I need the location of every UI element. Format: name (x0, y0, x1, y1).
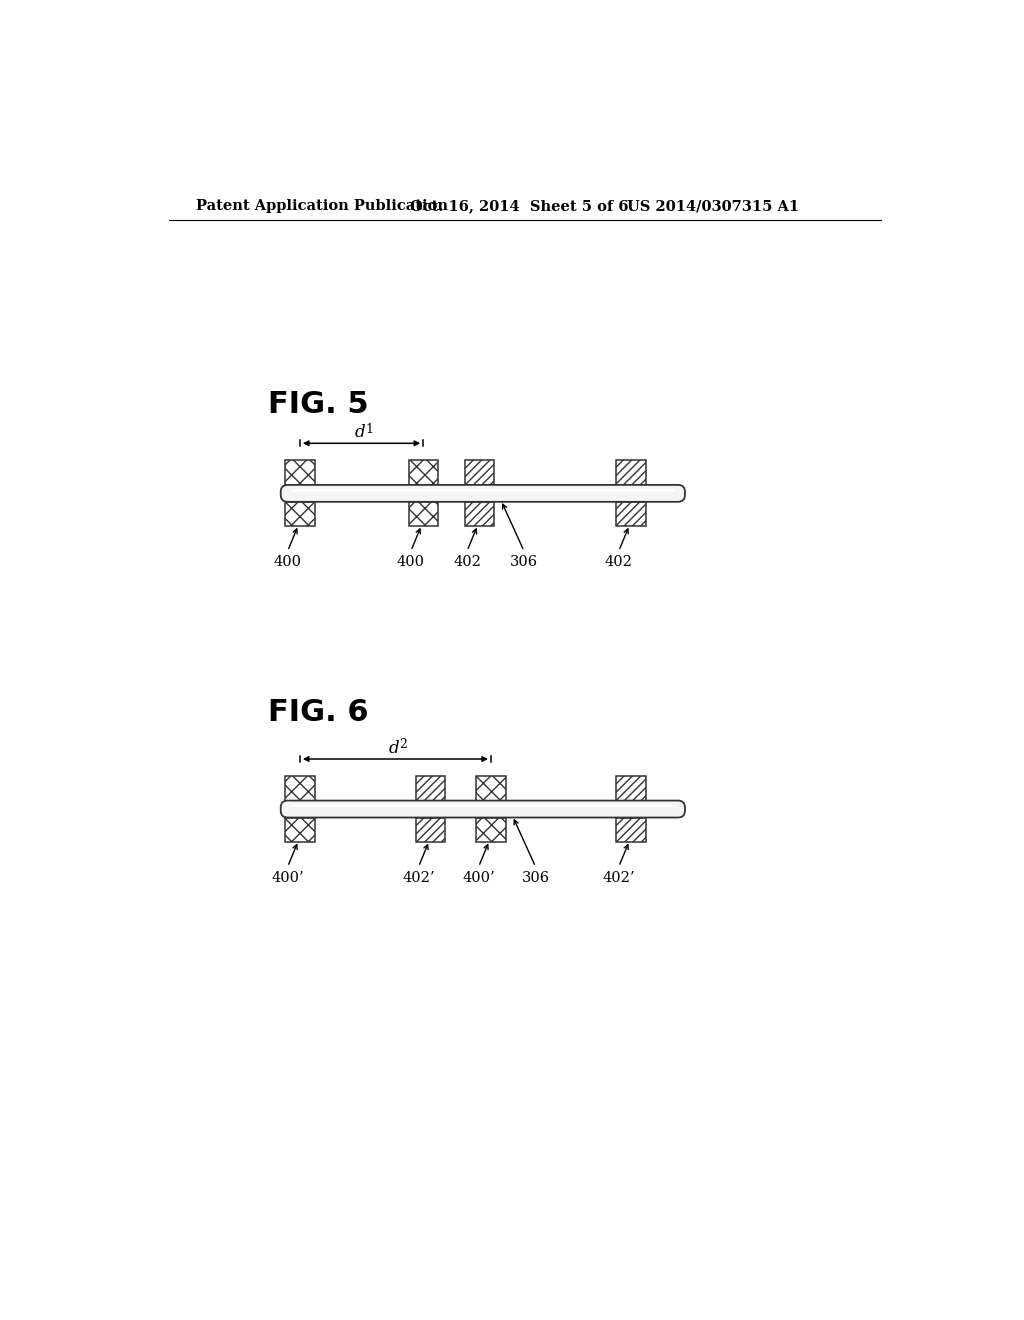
Text: Oct. 16, 2014  Sheet 5 of 6: Oct. 16, 2014 Sheet 5 of 6 (410, 199, 629, 213)
Text: 400: 400 (397, 554, 425, 569)
Text: d: d (388, 739, 399, 756)
Text: 400: 400 (273, 554, 302, 569)
Bar (465, 461, 494, 484)
Bar (416, 776, 445, 800)
Bar (286, 461, 314, 484)
Text: 402’: 402’ (402, 871, 435, 884)
Text: 402’: 402’ (602, 871, 635, 884)
Bar (476, 776, 506, 800)
Bar (465, 502, 494, 527)
Text: US 2014/0307315 A1: US 2014/0307315 A1 (628, 199, 800, 213)
FancyBboxPatch shape (281, 800, 685, 817)
Text: 400’: 400’ (462, 871, 495, 884)
Text: Patent Application Publication: Patent Application Publication (196, 199, 449, 213)
FancyBboxPatch shape (281, 484, 685, 502)
Text: d: d (354, 424, 366, 441)
Text: FIG. 5: FIG. 5 (267, 391, 369, 420)
Bar (616, 817, 646, 842)
Bar (286, 776, 314, 800)
Bar (286, 502, 314, 527)
Bar (476, 817, 506, 842)
Text: 402: 402 (605, 554, 633, 569)
Bar (616, 461, 646, 484)
Bar (286, 817, 314, 842)
Bar (416, 817, 445, 842)
Text: 306: 306 (510, 554, 538, 569)
Text: 400’: 400’ (271, 871, 304, 884)
Text: FIG. 6: FIG. 6 (267, 698, 369, 727)
Bar (409, 461, 438, 484)
Text: 2: 2 (399, 738, 408, 751)
Bar (409, 502, 438, 527)
Text: 1: 1 (366, 422, 374, 436)
Text: 402: 402 (453, 554, 481, 569)
Bar (616, 776, 646, 800)
Text: 306: 306 (521, 871, 550, 884)
Bar (616, 502, 646, 527)
